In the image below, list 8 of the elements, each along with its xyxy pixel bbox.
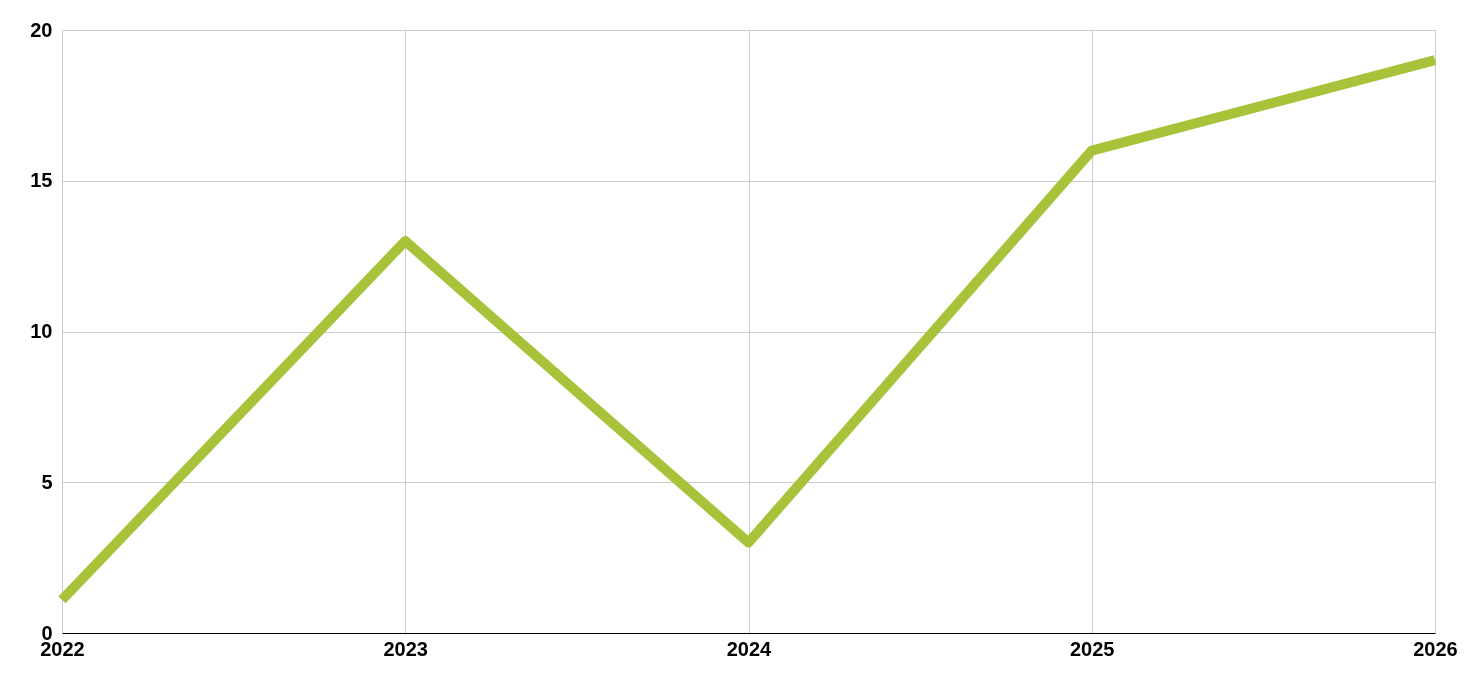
x-tick-label: 2024 (726, 637, 773, 660)
y-tick-label: 10 (30, 320, 53, 342)
y-tick-label: 20 (30, 18, 53, 41)
y-tick-label: 15 (30, 169, 53, 192)
y-tick-label: 5 (41, 470, 53, 493)
x-tick-label: 2026 (1413, 637, 1458, 660)
x-tick-label: 2025 (1070, 637, 1115, 660)
x-tick-label: 2023 (383, 637, 428, 660)
